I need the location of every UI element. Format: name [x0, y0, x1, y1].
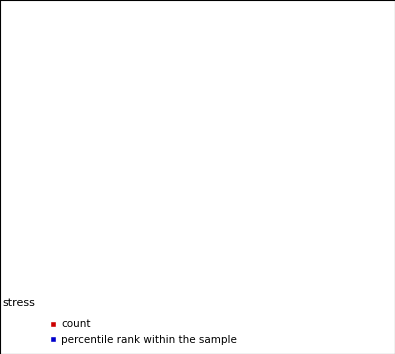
Text: elevated LSS: elevated LSS [230, 288, 311, 301]
FancyBboxPatch shape [235, 250, 270, 280]
Title: GDS3868 / ILMN_1795778: GDS3868 / ILMN_1795778 [98, 7, 297, 23]
Text: GSM591784: GSM591784 [174, 236, 184, 295]
Point [139, 62, 146, 68]
FancyBboxPatch shape [198, 281, 344, 308]
FancyBboxPatch shape [88, 250, 124, 280]
Text: GSM591788: GSM591788 [320, 236, 330, 295]
Text: normal LSS: normal LSS [89, 288, 160, 301]
Bar [312, 109, 338, 250]
Point [66, 62, 73, 68]
Text: GSM591782: GSM591782 [101, 236, 111, 295]
Point [322, 56, 329, 61]
Text: stress: stress [2, 298, 35, 308]
Text: GSM591781: GSM591781 [65, 236, 75, 295]
Bar [276, 37, 302, 250]
Point [213, 56, 219, 61]
Bar [166, 220, 192, 250]
Legend: count, percentile rank within the sample: count, percentile rank within the sample [45, 315, 241, 349]
Point [249, 58, 256, 64]
FancyBboxPatch shape [308, 250, 343, 280]
Text: GSM591787: GSM591787 [284, 236, 294, 295]
FancyBboxPatch shape [198, 250, 233, 280]
Point [286, 33, 292, 39]
Bar [93, 233, 119, 250]
FancyBboxPatch shape [52, 250, 87, 280]
Bar [203, 147, 229, 250]
FancyBboxPatch shape [51, 281, 198, 308]
Text: GSM591785: GSM591785 [211, 236, 221, 295]
Point [176, 62, 182, 68]
Text: GSM591783: GSM591783 [138, 236, 148, 295]
FancyBboxPatch shape [271, 250, 307, 280]
Bar [239, 161, 265, 250]
Text: GSM591786: GSM591786 [247, 236, 257, 295]
Point [103, 62, 109, 68]
Bar [57, 243, 83, 250]
FancyBboxPatch shape [162, 250, 197, 280]
Bar [130, 234, 156, 250]
FancyBboxPatch shape [125, 250, 160, 280]
